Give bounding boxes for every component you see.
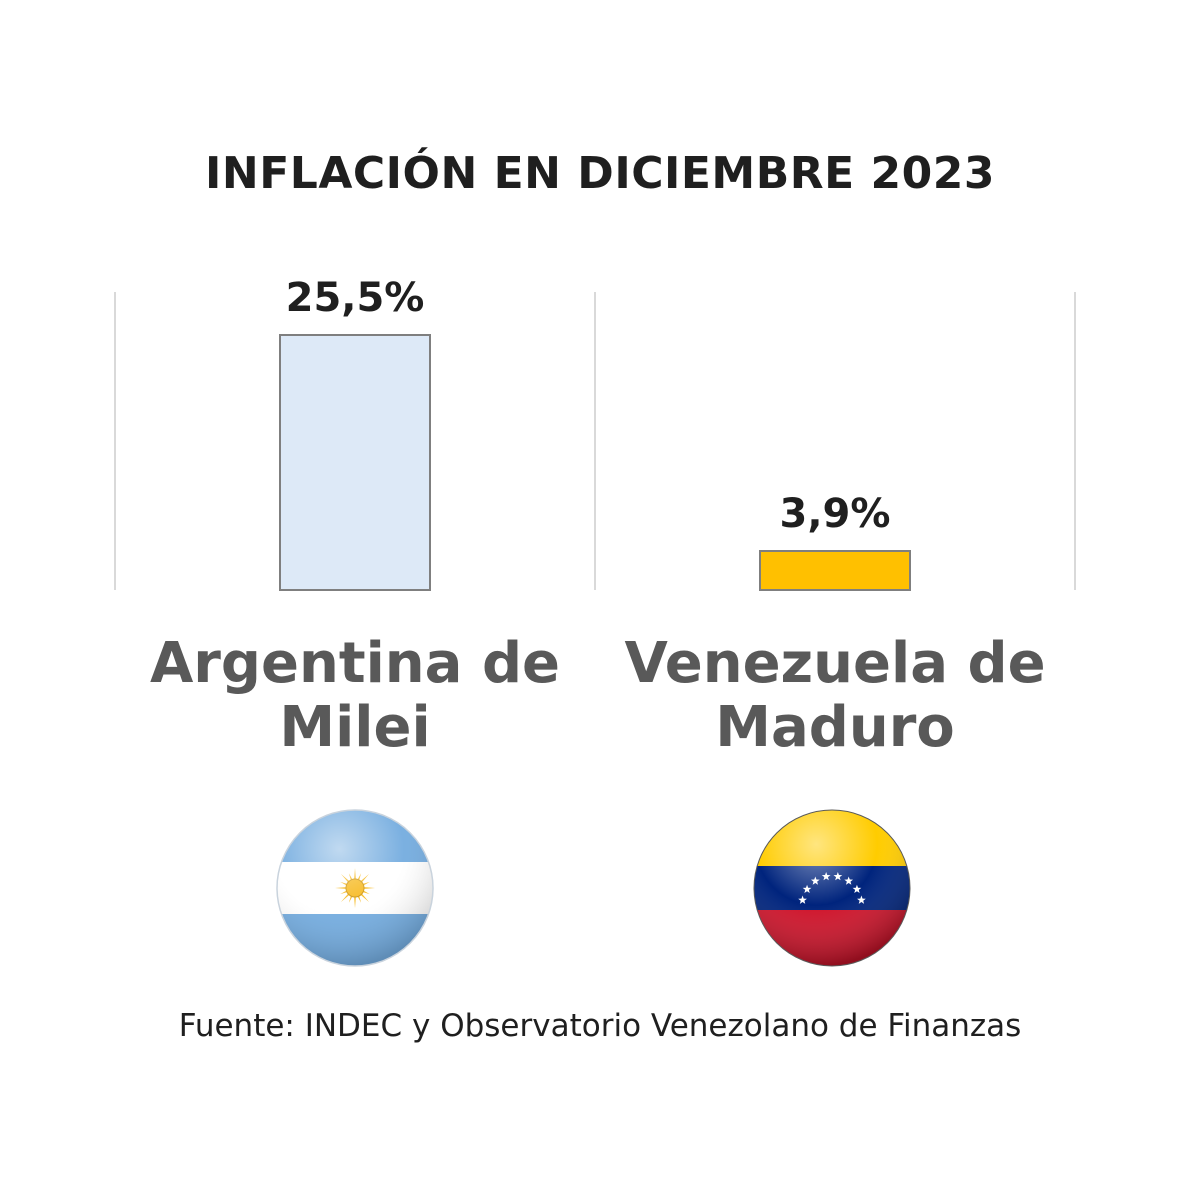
chart-title: INFLACIÓN EN DICIEMBRE 2023 (205, 148, 995, 199)
category-label-line: Maduro (715, 695, 955, 760)
bar-argentina (279, 334, 431, 591)
category-label-line: Venezuela de (624, 631, 1046, 696)
bar-venezuela (759, 550, 911, 591)
venezuela-flag-icon (753, 809, 911, 967)
source-note: Fuente: INDEC y Observatorio Venezolano … (178, 1008, 1022, 1044)
data-label-venezuela: 3,9% (780, 491, 891, 537)
category-label-argentina: Argentina de Milei (115, 632, 595, 760)
category-label-line: Milei (279, 695, 431, 760)
category-label-venezuela: Venezuela de Maduro (595, 632, 1075, 760)
category-label-line: Argentina de (149, 631, 561, 696)
data-label-argentina: 25,5% (286, 275, 425, 321)
argentina-flag-icon (276, 809, 434, 967)
